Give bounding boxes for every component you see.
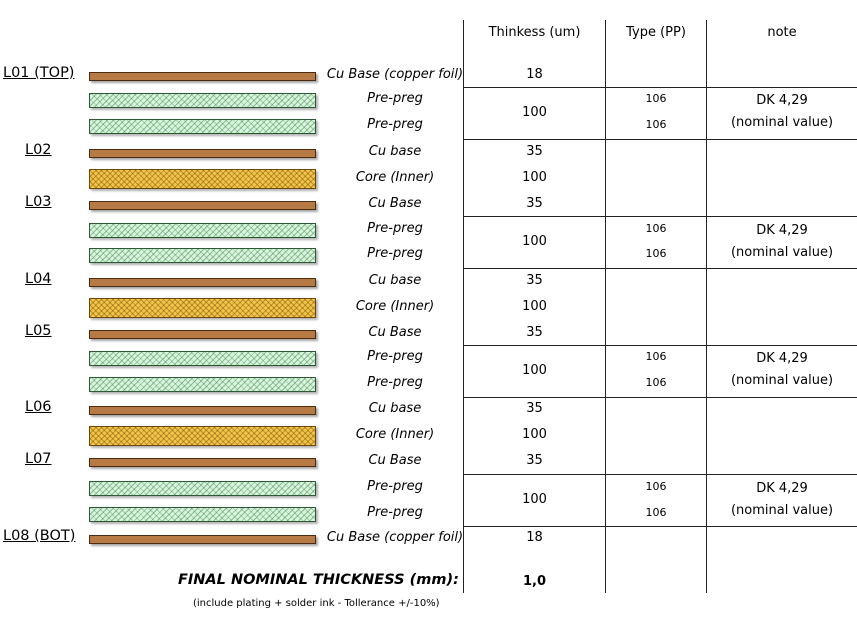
prepreg-layer-bar <box>89 350 316 366</box>
pp-type-value: 106 <box>645 376 667 389</box>
core-layer-bar <box>89 169 316 189</box>
copper-layer-bar <box>89 405 316 415</box>
thickness-value: 35 <box>526 144 543 159</box>
pp-type-value: 106 <box>645 506 667 519</box>
thickness-value: 100 <box>522 105 547 120</box>
copper-layer-bar <box>89 534 316 544</box>
layer-label: L08 (BOT) <box>3 528 76 544</box>
grid-hline <box>463 268 857 269</box>
header-thickness: Thinkess (um) <box>488 25 581 40</box>
thickness-value: 35 <box>526 325 543 340</box>
prepreg-layer-bar <box>89 480 316 496</box>
copper-layer-bar <box>89 71 316 81</box>
layer-material: Pre-preg <box>367 375 423 390</box>
note-nominal: (nominal value) <box>730 245 834 260</box>
prepreg-layer-bar <box>89 118 316 134</box>
final-thickness-label: FINAL NOMINAL THICKNESS (mm): <box>178 572 459 588</box>
layer-material: Core (Inner) <box>355 170 435 185</box>
note-dk: DK 4,29 <box>756 223 808 238</box>
layer-label: L07 <box>25 451 52 467</box>
thickness-value: 18 <box>526 530 543 545</box>
footnote: (include plating + solder ink - Tolleran… <box>193 598 440 609</box>
note-nominal: (nominal value) <box>730 115 834 130</box>
core-layer-bar <box>89 298 316 318</box>
grid-hline <box>463 474 857 475</box>
layer-material: Pre-preg <box>367 246 423 261</box>
note-nominal: (nominal value) <box>730 503 834 518</box>
thickness-value: 35 <box>526 401 543 416</box>
copper-layer-bar <box>89 200 316 210</box>
copper-layer-bar <box>89 457 316 467</box>
grid-hline <box>463 397 857 398</box>
layer-material: Cu Base (copper foil) <box>326 530 464 545</box>
thickness-value: 100 <box>522 170 547 185</box>
note-nominal: (nominal value) <box>730 373 834 388</box>
thickness-value: 100 <box>522 363 547 378</box>
prepreg-layer-bar <box>89 506 316 522</box>
layer-label: L04 <box>25 271 52 287</box>
pp-type-value: 106 <box>645 247 667 260</box>
header-type: Type (PP) <box>626 25 686 40</box>
prepreg-layer-bar <box>89 92 316 108</box>
layer-material: Cu base <box>368 401 422 416</box>
layer-label: L01 (TOP) <box>3 65 75 81</box>
layer-material: Core (Inner) <box>355 299 435 314</box>
grid-hline <box>463 87 857 88</box>
layer-label: L02 <box>25 142 52 158</box>
pp-type-value: 106 <box>645 222 667 235</box>
grid-hline <box>463 345 857 346</box>
layer-material: Cu base <box>368 273 422 288</box>
layer-material: Cu Base <box>368 325 422 340</box>
thickness-value: 100 <box>522 299 547 314</box>
copper-layer-bar <box>89 148 316 158</box>
header-note: note <box>767 25 797 40</box>
prepreg-layer-bar <box>89 222 316 238</box>
thickness-value: 35 <box>526 273 543 288</box>
grid-hline <box>463 139 857 140</box>
copper-layer-bar <box>89 277 316 287</box>
grid-vline <box>463 20 464 593</box>
core-layer-bar <box>89 426 316 446</box>
thickness-value: 35 <box>526 196 543 211</box>
layer-material: Pre-preg <box>367 505 423 520</box>
pp-type-value: 106 <box>645 92 667 105</box>
prepreg-layer-bar <box>89 247 316 263</box>
grid-hline <box>463 216 857 217</box>
grid-vline <box>605 20 606 593</box>
layer-material: Core (Inner) <box>355 427 435 442</box>
pp-type-value: 106 <box>645 480 667 493</box>
thickness-value: 100 <box>522 427 547 442</box>
pp-type-value: 106 <box>645 118 667 131</box>
layer-material: Cu Base <box>368 453 422 468</box>
layer-material: Pre-preg <box>367 117 423 132</box>
layer-material: Cu Base <box>368 196 422 211</box>
thickness-value: 18 <box>526 67 543 82</box>
thickness-value: 100 <box>522 492 547 507</box>
thickness-value: 100 <box>522 234 547 249</box>
note-dk: DK 4,29 <box>756 93 808 108</box>
layer-label: L06 <box>25 399 52 415</box>
copper-layer-bar <box>89 329 316 339</box>
note-dk: DK 4,29 <box>756 481 808 496</box>
grid-vline <box>706 20 707 593</box>
pp-type-value: 106 <box>645 350 667 363</box>
layer-material: Cu Base (copper foil) <box>326 67 464 82</box>
note-dk: DK 4,29 <box>756 351 808 366</box>
layer-label: L03 <box>25 194 52 210</box>
final-thickness-value: 1,0 <box>522 574 547 589</box>
layer-material: Pre-preg <box>367 91 423 106</box>
layer-material: Pre-preg <box>367 221 423 236</box>
layer-material: Pre-preg <box>367 479 423 494</box>
prepreg-layer-bar <box>89 376 316 392</box>
grid-hline <box>463 526 857 527</box>
layer-material: Cu base <box>368 144 422 159</box>
layer-label: L05 <box>25 323 52 339</box>
layer-material: Pre-preg <box>367 349 423 364</box>
thickness-value: 35 <box>526 453 543 468</box>
